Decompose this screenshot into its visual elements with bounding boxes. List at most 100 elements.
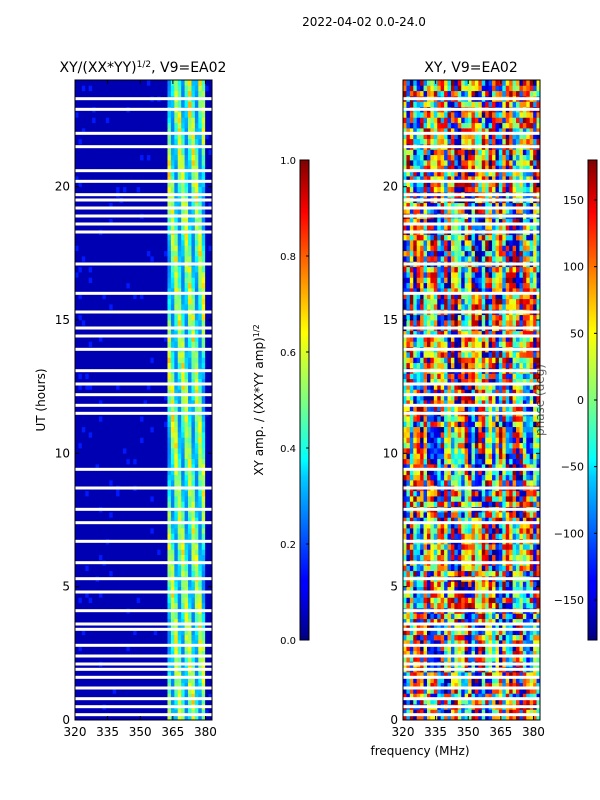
heatmap-cell <box>129 613 134 620</box>
heatmap-cell <box>406 709 411 716</box>
heatmap-cell <box>157 645 162 652</box>
heatmap-cell <box>170 240 175 246</box>
heatmap-cell <box>112 714 117 720</box>
heatmap-cell <box>205 533 209 540</box>
heatmap-cell <box>109 533 114 540</box>
heatmap-cell <box>136 357 141 364</box>
heatmap-cell <box>198 234 203 241</box>
flagged-row <box>75 403 212 407</box>
heatmap-cell <box>194 240 199 246</box>
heatmap-cell <box>160 154 165 161</box>
heatmap-cell <box>160 693 165 700</box>
heatmap-cell <box>129 522 134 529</box>
heatmap-cell <box>146 624 151 630</box>
heatmap-cell <box>153 336 158 342</box>
heatmap-cell <box>457 709 462 716</box>
heatmap-cell <box>205 277 209 284</box>
heatmap-cell <box>105 181 110 188</box>
heatmap-cell <box>81 384 86 390</box>
heatmap-cell <box>184 293 189 300</box>
heatmap-cell <box>102 432 107 438</box>
heatmap-cell <box>208 501 212 508</box>
heatmap-cell <box>119 117 124 124</box>
heatmap-cell <box>157 416 162 422</box>
heatmap-cell <box>116 298 120 305</box>
heatmap-cell <box>85 112 90 118</box>
heatmap-cell <box>102 490 107 497</box>
heatmap-cell <box>140 592 144 598</box>
heatmap-cell <box>181 570 185 577</box>
heatmap-cell <box>143 490 148 497</box>
heatmap-cell <box>140 154 144 161</box>
heatmap-cell <box>174 138 179 145</box>
heatmap-cell <box>160 501 165 508</box>
heatmap-cell <box>75 149 79 156</box>
heatmap-cell <box>122 181 127 188</box>
heatmap-cell <box>198 266 203 273</box>
heatmap-cell <box>153 202 158 209</box>
heatmap-cell <box>143 208 148 214</box>
heatmap-cell <box>167 384 172 390</box>
heatmap-cell <box>88 208 93 214</box>
heatmap-cell <box>198 549 203 556</box>
heatmap-cell <box>201 384 206 390</box>
heatmap-cell <box>150 421 155 428</box>
heatmap-cell <box>119 682 124 689</box>
heatmap-cell <box>471 714 476 720</box>
heatmap-cell <box>112 202 117 209</box>
heatmap-cell <box>102 533 107 540</box>
heatmap-cell <box>75 421 79 428</box>
heatmap-cell <box>526 709 531 716</box>
heatmap-cell <box>85 288 90 294</box>
heatmap-cell <box>184 362 189 369</box>
heatmap-cell <box>81 165 86 172</box>
heatmap-cell <box>92 517 96 524</box>
heatmap-cell <box>98 522 103 529</box>
heatmap-cell <box>146 341 151 348</box>
heatmap-cell <box>88 149 93 156</box>
heatmap-cell <box>129 501 134 508</box>
heatmap-cell <box>109 394 114 401</box>
heatmap-cell <box>105 250 110 257</box>
heatmap-cell <box>177 629 182 636</box>
flagged-row <box>75 107 212 111</box>
heatmap-cell <box>92 432 96 438</box>
heatmap-cell <box>78 640 83 646</box>
heatmap-cell <box>167 85 172 92</box>
heatmap-cell <box>146 298 151 305</box>
heatmap-cell <box>181 634 185 641</box>
heatmap-cell <box>140 512 144 518</box>
heatmap-cell <box>177 394 182 401</box>
heatmap-cell <box>98 709 103 716</box>
heatmap-cell <box>75 709 79 716</box>
heatmap-cell <box>85 629 90 636</box>
heatmap-cell <box>112 618 117 625</box>
heatmap-cell <box>109 522 114 529</box>
heatmap-cell <box>85 672 90 678</box>
heatmap-cell <box>136 693 141 700</box>
heatmap-cell <box>98 570 103 577</box>
heatmap-cell <box>505 714 510 720</box>
heatmap-cell <box>109 629 114 636</box>
heatmap-cell <box>116 426 120 433</box>
heatmap-cell <box>198 650 203 657</box>
heatmap-cell <box>177 522 182 529</box>
heatmap-cell <box>133 314 138 321</box>
heatmap-cell <box>191 592 196 598</box>
heatmap-cell <box>160 613 165 620</box>
heatmap-cell <box>205 288 209 294</box>
heatmap-cell <box>81 314 86 321</box>
heatmap-cell <box>116 682 120 689</box>
heatmap-cell <box>95 688 100 694</box>
heatmap-cell <box>85 517 90 524</box>
heatmap-cell <box>188 101 192 108</box>
heatmap-cell <box>208 117 212 124</box>
heatmap-cell <box>208 336 212 342</box>
heatmap-cell <box>188 314 192 321</box>
heatmap-cell <box>492 714 496 720</box>
heatmap-cell <box>157 122 162 129</box>
heatmap-cell <box>201 224 206 230</box>
heatmap-cell <box>174 656 179 662</box>
heatmap-cell <box>92 533 96 540</box>
heatmap-cell <box>136 277 141 284</box>
